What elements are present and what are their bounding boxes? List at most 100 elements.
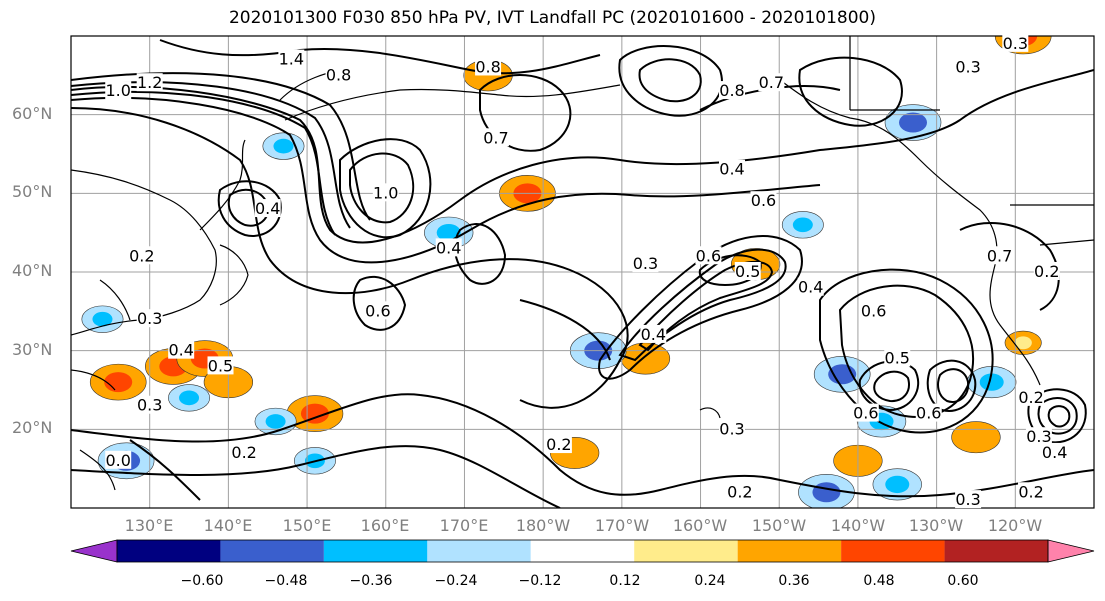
pv-anomaly-core [265,414,286,429]
contour-line [1027,388,1087,444]
contour-label: 0.2 [1034,262,1059,281]
colorbar-tick-9: 0.48 [863,573,895,589]
contour-label-bg [955,490,982,509]
contour-line [838,284,975,418]
contour-label-bg [545,435,572,454]
contour-label: 0.4 [798,278,823,297]
contour-label: 0.4 [168,341,193,360]
contour-label-bg [475,57,502,76]
contour-label: 0.6 [861,301,886,320]
coastline [284,84,621,121]
pv-anomaly-core [436,224,461,242]
lon-label-130e: 130°E [124,516,174,535]
coastline [71,369,116,391]
contour-label-bg [797,277,824,296]
contour-label-bg [1002,33,1029,52]
contour-line [638,261,774,352]
contour-line [519,299,611,361]
contour-line [618,45,723,117]
contour-label-bg [136,73,163,92]
lon-label-160w: 160°W [672,516,728,535]
pv-anomaly-core [179,390,200,406]
contour-label: 0.4 [641,325,666,344]
contour-label: 0.7 [759,73,784,92]
contour-label: 0.3 [955,490,980,509]
contour-line [926,359,977,412]
contour-label-bg [1033,262,1060,280]
lat-label-60n: 60°N [12,104,53,123]
contour-line [638,58,702,103]
contour-label-bg [372,183,399,202]
lon-label-150e: 150°E [282,516,332,535]
contour-label-bg [482,128,509,147]
lat-label-50n: 50°N [12,182,53,201]
contour-label: 0.2 [546,435,571,454]
colorbar-bin [841,540,945,562]
coastline [779,79,1041,386]
pv-anomaly-core [812,482,841,503]
contour-label-bg [1018,482,1045,501]
colorbar-extend-max [1047,539,1095,563]
contour-label-bg [632,254,659,273]
contour-line [129,439,201,501]
contour-line [71,445,561,508]
contour-label-bg [207,356,234,375]
contour-label-bg [719,419,746,438]
colorbar [70,539,1095,563]
contour-label-bg [1025,427,1052,446]
contour-label: 0.4 [255,199,280,218]
pv-anomaly-core [273,138,294,154]
map-title: 2020101300 F030 850 hPa PV, IVT Landfall… [228,8,876,28]
contour-label-bg [915,403,942,422]
contour-label: 0.4 [436,238,461,257]
contour-line [71,96,821,264]
contour-label: 0.6 [853,404,878,423]
coastline [99,279,131,321]
contour-label: 0.8 [719,81,744,100]
colorbar-bin [427,540,531,562]
contour-label: 1.0 [373,183,398,202]
pv-anomaly-core [899,112,928,133]
lat-label-30n: 30°N [12,340,53,359]
contour-label-bg [986,246,1013,265]
contour-label-bg [254,199,281,218]
pv-anomaly-core [792,217,813,233]
lon-label-150w: 150°W [751,516,807,535]
contour-label: 1.2 [137,73,162,92]
contour-label: 0.2 [129,246,154,265]
contour-label: 0.6 [365,301,390,320]
coastline [71,169,217,336]
coastline [699,407,721,419]
contour-label: 1.0 [105,81,130,100]
contour-label: 0.2 [1018,388,1043,407]
contour-label-bg [364,301,391,320]
lon-label-140e: 140°E [203,516,253,535]
contour-line [71,107,629,409]
contour-line [217,180,282,237]
colorbar-tick-4: −0.24 [434,573,478,589]
map-frame [70,35,1095,509]
contour-label-bg [168,340,195,359]
contour-label: 0.2 [231,443,256,462]
coastline [79,449,116,491]
colorbar-tick-6: 0.12 [609,573,641,589]
contour-labels: 1.41.21.00.8 0.80.70.8 0.70.40.41.00.60.40… [105,33,1068,509]
contour-label: 0.4 [719,160,744,179]
pv-anomaly-core [1014,336,1032,350]
contour-label: 0.5 [885,349,910,368]
contour-label: 0.8 [326,65,351,84]
lon-label-130w: 130°W [908,516,964,535]
lon-label-140w: 140°W [830,516,886,535]
contour-line [71,90,336,236]
contour-label: 0.6 [751,191,776,210]
contour-label: 0.5 [208,356,233,375]
colorbar-bin [634,540,738,562]
coastline [1010,204,1094,246]
contour-label-bg [750,191,777,210]
contour-label: 0.3 [719,419,744,438]
contour-label-bg [640,324,667,343]
contour-label-bg [695,246,722,265]
contour-line [71,69,1094,244]
contour-label-bg [860,301,887,320]
lon-label-160e: 160°E [360,516,410,535]
